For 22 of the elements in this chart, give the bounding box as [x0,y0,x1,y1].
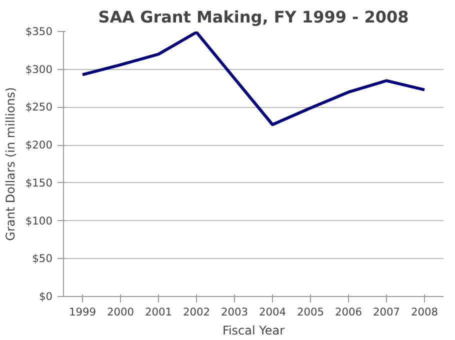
x-tick-label: 2004 [258,306,286,318]
chart-title: SAA Grant Making, FY 1999 - 2008 [98,8,409,26]
y-tick-label: $350 [25,25,53,38]
y-tick-label: $200 [25,138,53,152]
y-tick-label: $300 [25,62,53,76]
x-axis-title: Fiscal Year [222,324,285,338]
x-tick-label: 1999 [68,306,96,318]
x-tick-label: 2006 [334,306,362,318]
x-tick-label: 2000 [106,306,134,318]
x-tick-label: 2008 [410,306,438,318]
x-tick-label: 2007 [372,306,400,318]
y-tick-label: $150 [25,176,53,190]
x-tick-label: 2005 [296,306,324,318]
y-axis-title: Grant Dollars (in millions) [3,87,18,241]
y-tick-label: $0 [38,290,53,303]
y-tick-label: $250 [25,100,53,114]
x-tick-label: 2003 [220,306,248,318]
x-tick-label: 2002 [182,306,210,318]
y-tick-label: $50 [32,252,53,266]
x-tick-label: 2001 [144,306,172,318]
line-series [81,32,426,126]
y-tick-label: $100 [25,214,53,228]
